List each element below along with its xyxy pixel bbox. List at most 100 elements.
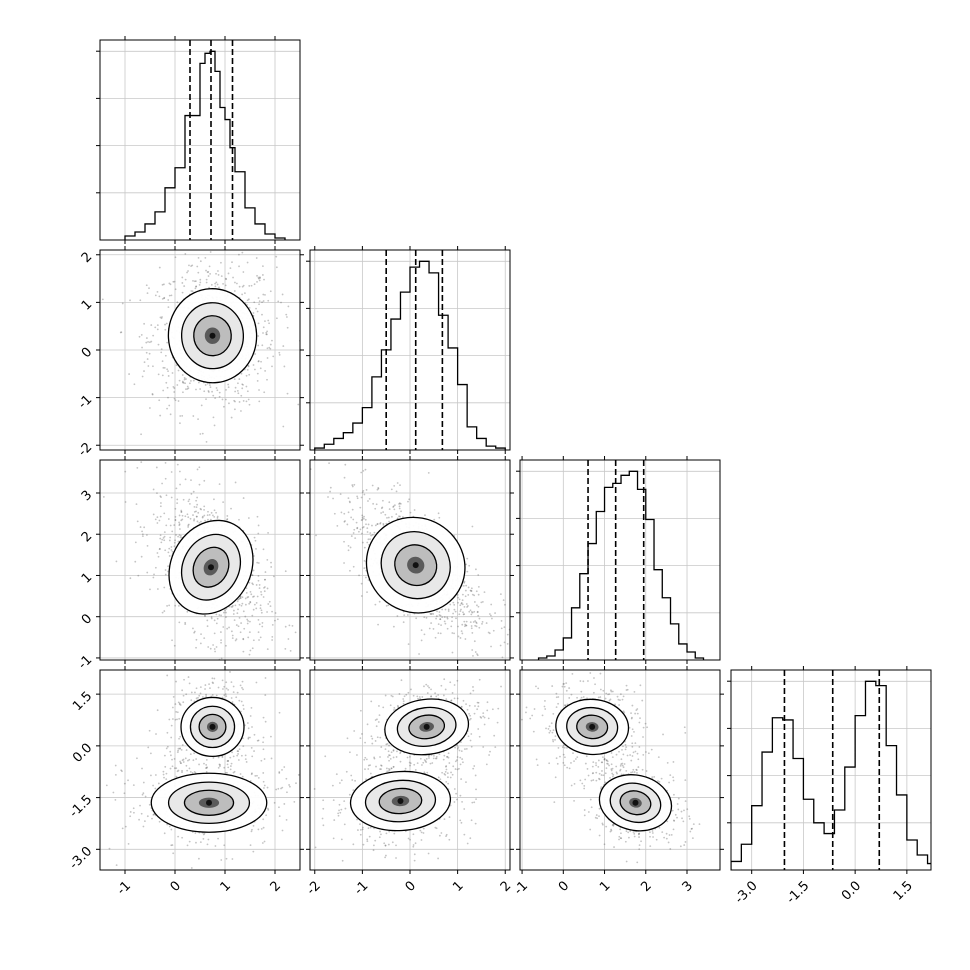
sample-point bbox=[459, 637, 462, 639]
sample-point bbox=[469, 837, 472, 840]
sample-point bbox=[359, 737, 362, 740]
sample-point bbox=[199, 281, 202, 284]
sample-point bbox=[237, 753, 239, 755]
sample-point bbox=[286, 791, 288, 794]
sample-point bbox=[395, 490, 398, 493]
sample-point bbox=[409, 762, 412, 765]
sample-point bbox=[166, 386, 169, 389]
sample-point bbox=[222, 626, 225, 628]
sample-point bbox=[257, 579, 260, 582]
sample-point bbox=[190, 379, 192, 382]
sample-point bbox=[161, 482, 164, 485]
sample-point bbox=[455, 759, 458, 762]
sample-point bbox=[362, 526, 365, 528]
sample-point bbox=[488, 632, 491, 635]
sample-point bbox=[230, 416, 233, 419]
sample-point bbox=[169, 413, 172, 416]
sample-point bbox=[634, 742, 637, 745]
sample-point bbox=[469, 589, 472, 592]
sample-point bbox=[459, 604, 462, 607]
histogram-steps bbox=[314, 260, 506, 450]
sample-point bbox=[205, 764, 208, 766]
sample-point bbox=[152, 334, 155, 337]
sample-point bbox=[179, 415, 182, 417]
sample-point bbox=[448, 762, 451, 764]
sample-point bbox=[467, 735, 470, 738]
sample-point bbox=[213, 648, 216, 650]
sample-point bbox=[203, 666, 205, 668]
sample-point bbox=[231, 634, 234, 637]
sample-point bbox=[343, 540, 345, 543]
sample-point bbox=[504, 603, 506, 606]
sample-point bbox=[388, 768, 391, 771]
sample-point bbox=[174, 507, 177, 510]
sample-point bbox=[225, 278, 228, 281]
sample-point bbox=[380, 507, 383, 510]
sample-point bbox=[219, 631, 222, 633]
sample-point bbox=[552, 740, 555, 743]
sample-point bbox=[354, 779, 356, 782]
sample-point bbox=[390, 488, 393, 491]
sample-point bbox=[224, 693, 227, 696]
sample-point bbox=[176, 498, 179, 501]
sample-point bbox=[359, 828, 362, 831]
sample-point bbox=[179, 463, 181, 465]
sample-point bbox=[235, 624, 238, 626]
sample-point bbox=[195, 758, 197, 760]
sample-point bbox=[430, 695, 433, 698]
sample-point bbox=[364, 468, 367, 471]
sample-point bbox=[238, 285, 241, 288]
sample-point bbox=[188, 502, 191, 505]
sample-point bbox=[565, 682, 568, 685]
sample-point bbox=[190, 867, 193, 869]
sample-point bbox=[456, 697, 459, 700]
sample-point bbox=[232, 685, 235, 688]
sample-point bbox=[500, 627, 503, 630]
sample-point bbox=[240, 700, 243, 703]
sample-point bbox=[173, 767, 176, 770]
sample-point bbox=[233, 619, 236, 622]
sample-point bbox=[173, 397, 176, 400]
sample-point bbox=[626, 754, 629, 757]
sample-point bbox=[179, 747, 182, 750]
sample-point bbox=[441, 608, 444, 611]
sample-point bbox=[166, 745, 169, 748]
sample-point bbox=[257, 777, 260, 779]
sample-point bbox=[165, 747, 168, 750]
sample-point bbox=[457, 746, 460, 749]
sample-point bbox=[146, 358, 149, 360]
sample-point bbox=[439, 618, 442, 621]
sample-point bbox=[363, 515, 365, 518]
sample-point bbox=[461, 758, 464, 760]
sample-point bbox=[423, 616, 426, 619]
sample-point bbox=[384, 844, 387, 847]
sample-point bbox=[232, 613, 235, 615]
sample-point bbox=[481, 622, 483, 625]
sample-point bbox=[141, 793, 144, 796]
sample-point bbox=[182, 381, 185, 384]
sample-point bbox=[151, 393, 154, 396]
sample-point bbox=[142, 781, 145, 784]
sample-point bbox=[121, 770, 123, 773]
sample-point bbox=[430, 613, 432, 616]
sample-point bbox=[167, 299, 170, 301]
sample-point bbox=[186, 769, 189, 772]
sample-point bbox=[400, 510, 402, 513]
sample-point bbox=[222, 243, 224, 245]
sample-point bbox=[180, 519, 183, 522]
sample-point bbox=[460, 778, 463, 780]
sample-point bbox=[428, 757, 430, 759]
sample-point bbox=[473, 601, 476, 603]
sample-point bbox=[236, 754, 239, 757]
sample-point bbox=[179, 735, 182, 738]
sample-point bbox=[174, 399, 177, 402]
sample-point bbox=[144, 820, 146, 823]
sample-point bbox=[215, 613, 218, 616]
sample-point bbox=[386, 517, 388, 519]
sample-point bbox=[353, 730, 356, 732]
sample-point bbox=[239, 597, 242, 600]
sample-point bbox=[471, 632, 474, 634]
sample-point bbox=[220, 275, 223, 278]
sample-point bbox=[234, 481, 237, 484]
sample-point bbox=[266, 357, 269, 359]
